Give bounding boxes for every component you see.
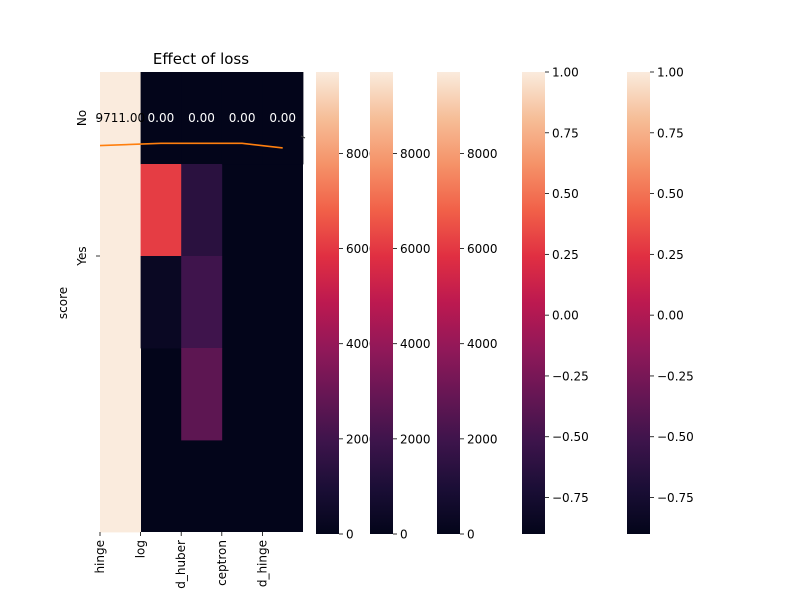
colorbar-0-tick-label-0: 0 xyxy=(346,528,354,542)
colorbar-4-tick-label-0: 1.00 xyxy=(657,66,684,80)
heatmap-cell-1-1 xyxy=(140,164,182,257)
colorbar-4-tick-label-6: −0.50 xyxy=(657,430,694,444)
colorbar-gradient-3 xyxy=(522,72,545,534)
chart-title: Effect of loss xyxy=(153,50,249,68)
colorbar-3-tick-label-4: 0.00 xyxy=(552,309,579,323)
colorbar-0-tick-label-4: 8000 xyxy=(346,147,377,161)
x-tick-label-1: log xyxy=(134,540,148,558)
heatmap-cell-2-2 xyxy=(181,256,223,349)
colorbar-4-tick-label-1: 0.75 xyxy=(657,126,684,140)
cell-annotation-2: 0.00 xyxy=(188,111,215,125)
colorbar-1-tick-label-1: 2000 xyxy=(400,432,431,446)
cell-annotation-1: 0.00 xyxy=(148,111,175,125)
y-tick-label-0: No xyxy=(75,110,89,126)
colorbar-3-tick-label-5: −0.25 xyxy=(552,369,589,383)
heatmap-cell-2-3 xyxy=(181,348,223,441)
colorbar-4-tick-label-2: 0.50 xyxy=(657,187,684,201)
colorbar-gradient-2 xyxy=(437,72,460,534)
colorbar-4-tick-label-4: 0.00 xyxy=(657,309,684,323)
colorbar-3-tick-label-1: 0.75 xyxy=(552,126,579,140)
heatmap-cell-2-0 xyxy=(181,72,223,165)
colorbar-1-tick-label-0: 0 xyxy=(400,528,408,542)
colorbars: 0 2000 4000 6000 8000 0 2000 4000 6000 8000 0 2000 4… xyxy=(316,66,694,542)
colorbar-gradient-1 xyxy=(370,72,393,534)
x-tick-label-4: d_hinge xyxy=(255,540,269,587)
y-tick-label-1: Yes xyxy=(75,246,89,266)
y-axis-label: score xyxy=(56,287,70,319)
colorbar-gradient-0 xyxy=(316,72,339,534)
heatmap-cell-4-0 xyxy=(262,72,304,165)
colorbar-2-tick-label-1: 2000 xyxy=(467,432,498,446)
heatmap-cells xyxy=(100,72,304,533)
colorbar-gradient-4 xyxy=(627,72,650,534)
x-tick-label-0: hinge xyxy=(93,540,107,574)
heatmap-cell-0-0 xyxy=(100,72,141,533)
heatmap-cell-1-2 xyxy=(140,256,182,349)
colorbar-3-tick-label-3: 0.25 xyxy=(552,248,579,262)
colorbar-2-tick-label-0: 0 xyxy=(467,528,475,542)
colorbar-0-tick-label-1: 2000 xyxy=(346,432,377,446)
colorbar-0: 0 2000 4000 6000 8000 xyxy=(316,72,377,542)
x-tick-label-3: ceptron xyxy=(215,540,229,586)
colorbar-4-tick-label-7: −0.75 xyxy=(657,491,694,505)
colorbar-2-tick-label-4: 8000 xyxy=(467,147,498,161)
colorbar-4-tick-label-3: 0.25 xyxy=(657,248,684,262)
cell-annotations: 9711.00 0.00 0.00 0.00 0.00 xyxy=(95,111,296,125)
heatmap-cell-1-0 xyxy=(140,72,182,165)
heatmap-cell-2-1 xyxy=(181,164,223,257)
orange-line xyxy=(99,142,283,149)
colorbar-3-tick-label-0: 1.00 xyxy=(552,66,579,80)
cell-annotation-3: 0.00 xyxy=(229,111,256,125)
colorbar-2: 0 2000 4000 6000 8000 xyxy=(437,72,498,542)
cell-annotation-0: 9711.00 xyxy=(95,111,145,125)
colorbar-1-tick-label-2: 4000 xyxy=(400,337,431,351)
y-axis-ticks: No Yes xyxy=(75,110,100,267)
colorbar-2-tick-label-3: 6000 xyxy=(467,242,498,256)
cell-annotation-4: 0.00 xyxy=(269,111,296,125)
line-marker xyxy=(300,135,306,139)
colorbar-3-tick-label-7: −0.75 xyxy=(552,491,589,505)
colorbar-3-tick-label-2: 0.50 xyxy=(552,187,579,201)
x-axis-ticks: hinge log d_huber ceptron d_hinge xyxy=(93,532,269,589)
colorbar-4: 1.00 0.75 0.50 0.25 0.00 −0.25 −0.50 −0.75 xyxy=(627,66,694,534)
colorbar-1-tick-label-4: 8000 xyxy=(400,147,431,161)
colorbar-0-tick-label-2: 4000 xyxy=(346,337,377,351)
heatmap-cell-3-0 xyxy=(221,72,263,165)
colorbar-1: 0 2000 4000 6000 8000 xyxy=(370,72,431,542)
colorbar-1-tick-label-3: 6000 xyxy=(400,242,431,256)
x-tick-label-2: d_huber xyxy=(174,540,188,589)
colorbar-3: 1.00 0.75 0.50 0.25 0.00 −0.25 −0.50 −0.75 xyxy=(522,66,589,534)
colorbar-0-tick-label-3: 6000 xyxy=(346,242,377,256)
colorbar-3-tick-label-6: −0.50 xyxy=(552,430,589,444)
colorbar-2-tick-label-2: 4000 xyxy=(467,337,498,351)
colorbar-4-tick-label-5: −0.25 xyxy=(657,369,694,383)
orange-line-layer xyxy=(99,135,306,149)
